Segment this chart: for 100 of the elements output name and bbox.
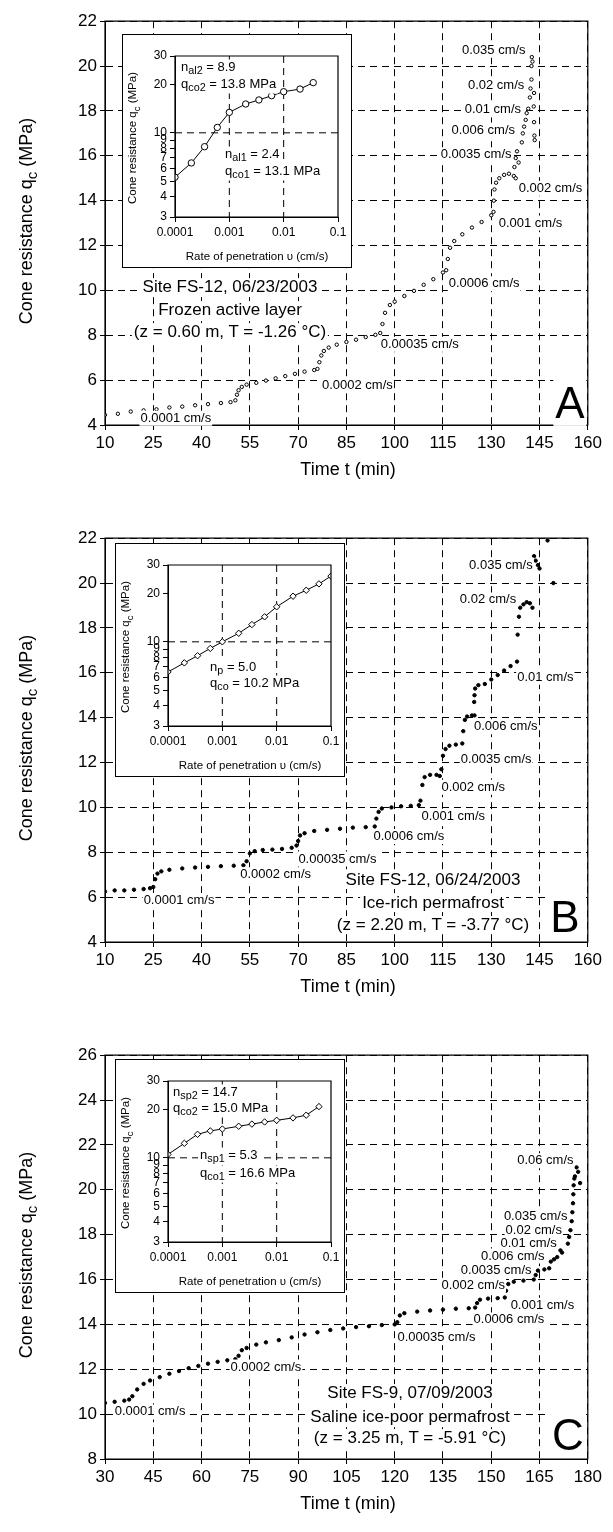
y-tick-label: 22	[78, 10, 97, 30]
annotation: n$_{al2}$ = 8.9	[179, 58, 238, 77]
x-tick-label: 55	[240, 949, 260, 969]
annotation: B	[548, 891, 582, 941]
annotation: 0.00035 cm/s	[298, 850, 377, 866]
x-tick-label: 45	[143, 1466, 163, 1486]
x-tick-label: 0.1	[329, 224, 347, 239]
y-tick-label: 8	[87, 841, 97, 861]
annotation: (z = 3.25 m, T = -5.91 °C)	[311, 1428, 509, 1448]
annotation: 0.00035 cm/s	[397, 1329, 477, 1345]
annotation: 0.006 cm/s	[473, 718, 539, 734]
y-tick-label: 12	[78, 235, 97, 255]
y-tick-label: 18	[78, 100, 97, 120]
x-tick-label: 0.001	[207, 1249, 238, 1264]
annotation: Site FS-12, 06/24/2003	[343, 870, 523, 890]
annotation: q$_{co1}$ = 13.1 MPa	[223, 162, 323, 181]
x-tick-label: 0.01	[264, 1249, 289, 1264]
annotation: 0.00035 cm/s	[380, 335, 460, 351]
y-tick-label: 12	[78, 1358, 97, 1378]
x-tick-label: 0.001	[214, 224, 245, 239]
annotation: q$_{co}$ = 10.2 MPa	[208, 674, 302, 693]
x-tick-label: 25	[143, 432, 163, 452]
x-tick-label: 75	[240, 1466, 260, 1486]
annotation: 0.001 cm/s	[421, 807, 486, 823]
annotation: Ice-rich permafrost	[360, 893, 506, 913]
annotation: n$_{p}$ = 5.0	[208, 658, 259, 677]
y-tick-label: 12	[78, 752, 97, 772]
annotation: (z = 0.60 m, T = -1.26 °C)	[131, 322, 329, 342]
x-tick-label: 145	[525, 432, 554, 452]
y-tick-label: 18	[78, 1224, 97, 1244]
annotation: 0.02 cm/s	[505, 1221, 563, 1237]
x-axis-title: Rate of penetration υ (cm/s)	[178, 1275, 322, 1287]
y-tick-label: 30	[146, 557, 161, 572]
y-tick-label: 4	[153, 698, 161, 713]
x-tick-label: 85	[336, 949, 356, 969]
y-tick-label: 18	[78, 617, 97, 637]
y-tick-label: 14	[78, 190, 97, 210]
x-tick-label: 70	[288, 432, 308, 452]
y-tick-label: 6	[153, 669, 161, 684]
y-tick-label: 4	[87, 931, 97, 951]
y-tick-label: 22	[78, 527, 97, 547]
y-tick-label: 20	[146, 585, 161, 600]
y-tick-label: 3	[160, 209, 168, 224]
x-tick-label: 100	[380, 432, 409, 452]
x-tick-label: 0.01	[271, 224, 296, 239]
y-tick-label: 4	[87, 414, 97, 434]
x-axis-title: Time t (min)	[300, 1492, 396, 1514]
x-tick-label: 85	[336, 432, 356, 452]
y-tick-label: 20	[78, 572, 97, 592]
y-tick-label: 16	[78, 1269, 97, 1289]
x-tick-label: 145	[525, 949, 554, 969]
x-tick-label: 0.0001	[156, 224, 194, 239]
x-tick-label: 55	[240, 432, 260, 452]
annotation: Site FS-9, 07/09/2003	[325, 1383, 495, 1403]
y-tick-label: 5	[153, 1198, 161, 1213]
y-tick-label: 4	[160, 189, 168, 204]
x-tick-label: 160	[573, 432, 603, 452]
annotation: 0.001 cm/s	[498, 214, 563, 230]
x-tick-label: 0.0001	[149, 1249, 187, 1264]
annotation: 0.0006 cm/s	[448, 275, 521, 291]
y-tick-label: 5	[160, 173, 168, 188]
y-tick-label: 30	[153, 48, 168, 63]
annotation: 0.035 cm/s	[469, 556, 534, 572]
annotation: 0.06 cm/s	[517, 1152, 574, 1168]
x-tick-label: 105	[332, 1466, 361, 1486]
annotation: 0.002 cm/s	[441, 1276, 506, 1292]
x-axis-title: Rate of penetration υ (cm/s)	[178, 759, 322, 771]
annotation: 0.02 cm/s	[459, 591, 517, 607]
annotation: 0.0035 cm/s	[440, 146, 513, 162]
annotation: n$_{sp2}$ = 14.7	[171, 1083, 240, 1102]
y-tick-label: 14	[78, 1314, 97, 1334]
annotation: 0.006 cm/s	[451, 121, 516, 137]
y-tick-label: 5	[153, 682, 161, 697]
y-tick-label: 8	[87, 1448, 97, 1468]
y-tick-label: 3	[153, 1234, 161, 1249]
y-tick-label: 20	[78, 1179, 97, 1199]
x-tick-label: 0.001	[207, 733, 238, 748]
x-tick-label: 100	[380, 949, 409, 969]
x-tick-label: 0.1	[322, 733, 340, 748]
annotation: 0.01 cm/s	[500, 1235, 558, 1251]
x-tick-label: 115	[429, 949, 457, 969]
annotation: 0.0002 cm/s	[240, 866, 312, 882]
x-tick-label: 0.0001	[149, 733, 187, 748]
annotation: C	[550, 1409, 586, 1459]
y-tick-label: 3	[153, 718, 161, 733]
annotation: q$_{co1}$ = 16.6 MPa	[198, 1164, 298, 1183]
y-tick-label: 14	[78, 707, 97, 727]
annotation: q$_{co2}$ = 13.8 MPa	[179, 75, 279, 94]
y-tick-label: 6	[153, 1185, 161, 1200]
x-tick-label: 130	[477, 432, 506, 452]
annotation: A	[553, 377, 587, 427]
y-tick-label: 6	[160, 160, 168, 175]
y-tick-label: 6	[87, 886, 97, 906]
annotation: 0.035 cm/s	[462, 41, 527, 57]
x-tick-label: 25	[143, 949, 163, 969]
y-tick-label: 16	[78, 145, 97, 165]
y-tick-label: 20	[146, 1101, 161, 1116]
x-tick-label: 90	[288, 1466, 308, 1486]
annotation: 0.035 cm/s	[503, 1208, 568, 1224]
y-tick-label: 30	[146, 1073, 161, 1088]
